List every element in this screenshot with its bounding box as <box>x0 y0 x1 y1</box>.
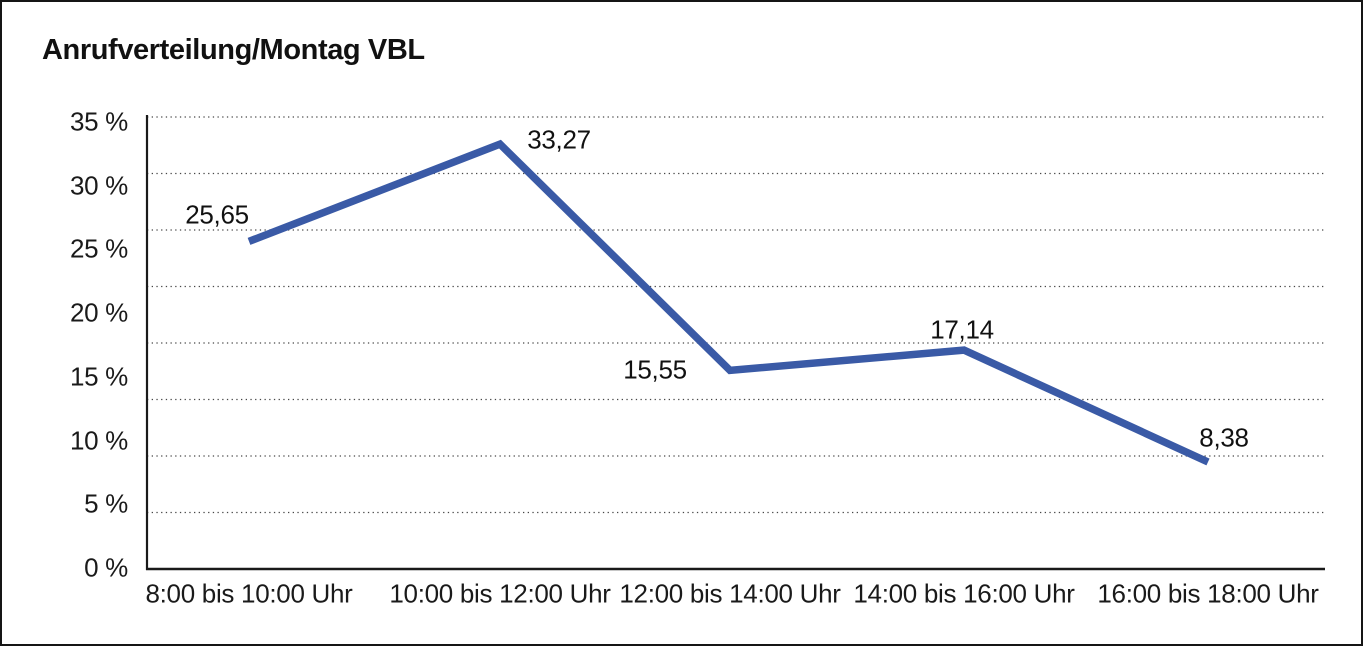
y-axis-tick-label: 30 % <box>69 170 128 201</box>
data-label: 17,14 <box>930 314 994 345</box>
series-line <box>247 139 1210 466</box>
data-label: 15,55 <box>623 354 687 385</box>
y-axis-tick-label: 0 % <box>84 552 128 583</box>
y-axis-tick-label: 20 % <box>69 297 128 328</box>
data-label: 8,38 <box>1199 422 1249 453</box>
data-label: 25,65 <box>185 199 249 230</box>
chart-title: Anrufverteilung/Montag VBL <box>42 34 425 66</box>
x-axis-tick-label: 8:00 bis 10:00 Uhr <box>145 578 353 609</box>
x-axis-tick-label: 10:00 bis 12:00 Uhr <box>389 578 611 609</box>
y-axis-tick-label: 25 % <box>69 233 128 264</box>
y-axis-tick-label: 10 % <box>69 425 128 456</box>
data-label: 33,27 <box>527 124 591 155</box>
y-axis-tick-label: 5 % <box>84 488 128 519</box>
y-axis-tick-label: 35 % <box>69 106 128 137</box>
x-axis-tick-label: 12:00 bis 14:00 Uhr <box>619 578 841 609</box>
x-axis-tick-label: 16:00 bis 18:00 Uhr <box>1097 578 1319 609</box>
x-axis-tick-label: 14:00 bis 16:00 Uhr <box>853 578 1075 609</box>
y-axis-tick-label: 15 % <box>69 361 128 392</box>
